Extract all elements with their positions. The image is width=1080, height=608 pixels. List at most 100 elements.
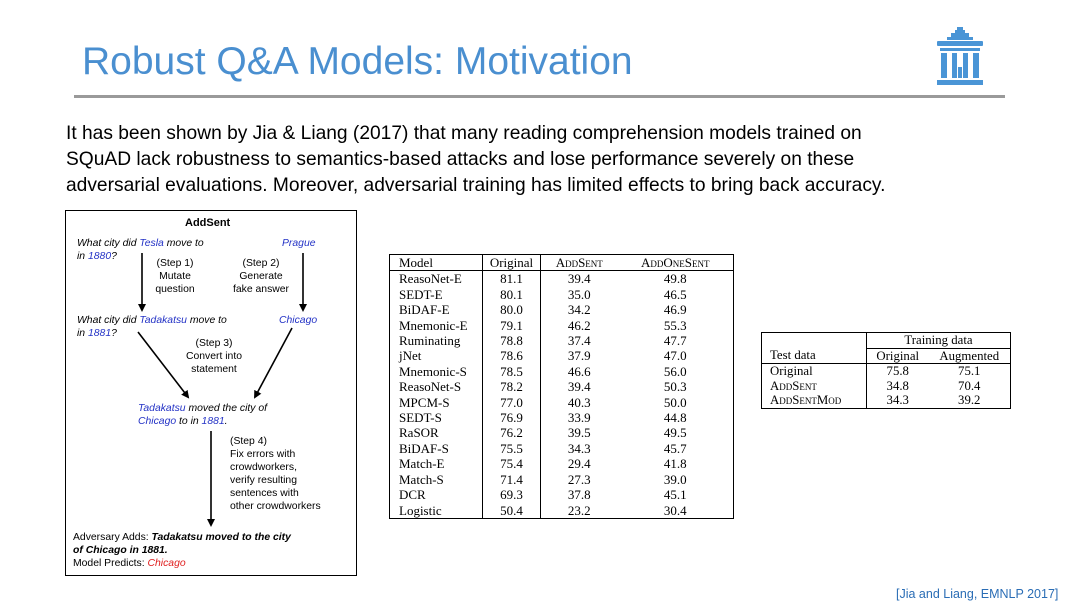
- model-name-cell: ReasoNet-E: [389, 270, 483, 287]
- question-text: move to: [186, 315, 227, 326]
- answer-fake: Chicago: [279, 315, 318, 326]
- col-header-original: Original: [876, 348, 920, 363]
- model-name-cell: Match-S: [389, 471, 483, 488]
- original-score-cell: 34.8: [886, 378, 909, 393]
- question-entity: Tadakatsu: [139, 315, 187, 326]
- addsent-score-cell: 29.4: [567, 456, 591, 472]
- model-name-cell: RaSOR: [389, 425, 483, 441]
- original-score-cell: 34.3: [886, 393, 909, 408]
- original-score-cell: 69.3: [482, 487, 541, 503]
- model-predicts-label: Model Predicts:: [73, 558, 148, 569]
- intro-line-2: SQuAD lack robustness to semantics-based…: [66, 149, 855, 170]
- table-row: Match-E 75.4 29.4 41.8: [389, 456, 734, 472]
- intro-line-3: adversarial evaluations. Moreover, adver…: [66, 175, 886, 196]
- addsent-score-cell: 39.5: [567, 425, 591, 441]
- addonesent-score-cell: 45.7: [663, 440, 687, 456]
- statement-text: .: [224, 416, 228, 427]
- model-name-cell: Match-E: [389, 456, 483, 472]
- statement-text: to in: [176, 416, 202, 427]
- col-header-augmented: Augmented: [939, 348, 1000, 363]
- step-1-text: Mutate: [159, 271, 191, 282]
- step-4-label: (Step 4) Fix errors with crowdworkers, v…: [230, 435, 321, 513]
- model-name-cell: SEDT-E: [389, 286, 483, 303]
- step-4-title: (Step 4): [230, 436, 267, 447]
- model-name-cell: BiDAF-S: [389, 440, 483, 457]
- question-entity: Tesla: [139, 238, 164, 249]
- model-name-cell: MPCM-S: [389, 394, 483, 411]
- table-row: Match-S 71.4 27.3 39.0: [389, 471, 734, 488]
- step-4-text: other crowdworkers: [230, 501, 321, 512]
- citation: [Jia and Liang, EMNLP 2017]: [896, 587, 1059, 601]
- question-mutated: What city did Tadakatsu move to in 1881?: [77, 314, 227, 340]
- intro-line-1: It has been shown by Jia & Liang (2017) …: [66, 123, 862, 144]
- step-3-title: (Step 3): [195, 338, 233, 349]
- step-4-text: Fix errors with: [230, 449, 296, 460]
- col-header-model: Model: [389, 254, 483, 271]
- original-score-cell: 78.6: [482, 348, 541, 364]
- arrow-step-3-left: [137, 331, 190, 399]
- step-1-title: (Step 1): [156, 258, 194, 269]
- table-row: BiDAF-S 75.5 34.3 45.7: [389, 440, 734, 457]
- col-header-addsent: AddSent: [555, 255, 603, 270]
- question-text: What city did: [77, 238, 140, 249]
- addsent-score-cell: 46.2: [567, 317, 591, 333]
- addsent-score-cell: 34.2: [567, 302, 591, 318]
- table-row: Logistic 50.4 23.2 30.4: [389, 502, 734, 519]
- group-header-training-data: Training data: [866, 332, 1011, 349]
- addsent-score-cell: 39.4: [567, 379, 591, 395]
- question-text: move to: [163, 238, 204, 249]
- adversary-sentence: of Chicago in 1881.: [73, 545, 168, 556]
- addsent-score-cell: 46.6: [567, 363, 591, 379]
- question-text: in: [77, 328, 88, 339]
- step-2-text: fake answer: [232, 284, 290, 295]
- addonesent-score-cell: 45.1: [663, 487, 687, 503]
- addonesent-score-cell: 39.0: [663, 471, 687, 487]
- adversarial-results-table: Model Original AddSent AddOneSent ReasoN…: [389, 254, 734, 519]
- addonesent-score-cell: 49.5: [663, 425, 687, 441]
- addonesent-score-cell: 46.9: [663, 302, 687, 318]
- question-original: What city did Tesla move to in 1880?: [77, 237, 204, 263]
- table-row: Original 75.8 75.1: [761, 363, 1011, 379]
- test-data-cell: AddSentMod: [761, 393, 867, 409]
- test-data-cell: Original: [761, 363, 867, 379]
- addsent-score-cell: 37.9: [567, 348, 591, 364]
- addonesent-score-cell: 55.3: [663, 317, 687, 333]
- converted-statement: Tadakatsu moved the city of Chicago to i…: [138, 402, 267, 428]
- table-row: BiDAF-E 80.0 34.2 46.9: [389, 302, 734, 318]
- col-header-original: Original: [482, 254, 541, 271]
- addsent-score-cell: 40.3: [567, 394, 591, 410]
- original-score-cell: 78.8: [482, 333, 541, 349]
- model-name-cell: DCR: [389, 487, 483, 503]
- table-header-row: Test data Original Augmented: [761, 348, 1011, 364]
- adversarial-training-table: Training data Test data Original Augment…: [761, 332, 1011, 409]
- augmented-score-cell: 39.2: [958, 393, 981, 408]
- original-score-cell: 71.4: [482, 471, 541, 488]
- table-row: MPCM-S 77.0 40.3 50.0: [389, 394, 734, 411]
- addsent-diagram: AddSent What city did Tesla move to in 1…: [65, 210, 357, 576]
- step-1-text: question: [155, 284, 195, 295]
- question-year: 1880: [87, 251, 112, 262]
- step-4-text: verify resulting: [230, 475, 297, 486]
- table-row: SEDT-E 80.1 35.0 46.5: [389, 286, 734, 303]
- step-2-label: (Step 2) Generate fake answer: [224, 257, 298, 296]
- original-score-cell: 76.2: [482, 425, 541, 441]
- question-text: in: [77, 251, 88, 262]
- table-row: Ruminating 78.8 37.4 47.7: [389, 333, 734, 349]
- step-3-text: Convert into: [185, 351, 243, 362]
- question-text: ?: [111, 251, 117, 262]
- table-row: ReasoNet-S 78.2 39.4 50.3: [389, 379, 734, 395]
- original-score-cell: 76.9: [482, 410, 541, 426]
- addsent-score-cell: 37.8: [567, 487, 591, 503]
- statement-text: moved the city of: [185, 403, 268, 414]
- step-4-text: sentences with: [230, 488, 299, 499]
- adversary-adds-label: Adversary Adds:: [73, 532, 152, 543]
- table-row: RaSOR 76.2 39.5 49.5: [389, 425, 734, 441]
- addonesent-score-cell: 47.7: [663, 333, 687, 349]
- original-score-cell: 78.5: [482, 363, 541, 380]
- original-score-cell: 75.4: [482, 456, 541, 472]
- augmented-score-cell: 75.1: [958, 364, 981, 379]
- original-score-cell: 50.4: [482, 502, 541, 519]
- addsent-score-cell: 35.0: [567, 286, 591, 302]
- diagram-heading: AddSent: [185, 217, 231, 229]
- original-score-cell: 79.1: [482, 317, 541, 334]
